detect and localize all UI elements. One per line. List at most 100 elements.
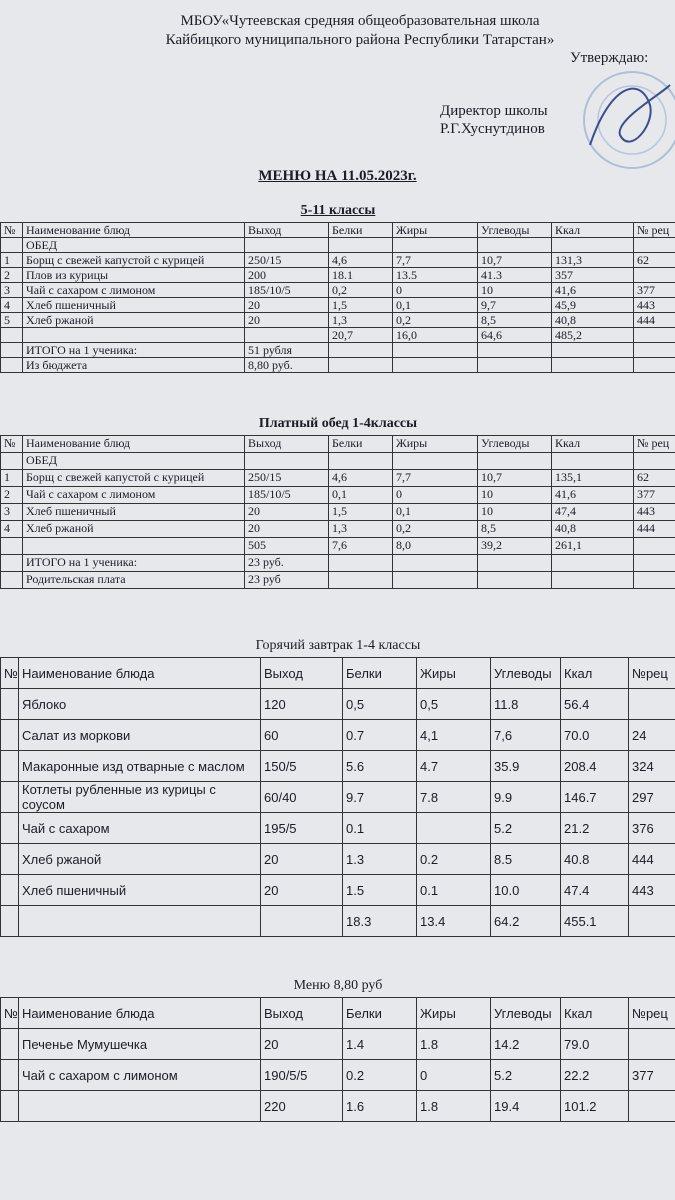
cell: 47.4 xyxy=(560,874,629,906)
cell: 377 xyxy=(633,282,675,298)
cell: 1,5 xyxy=(328,297,393,313)
cell xyxy=(328,554,393,572)
stamp xyxy=(583,71,675,169)
cell xyxy=(244,452,329,470)
cell: 11.8 xyxy=(490,688,561,720)
cell: 377 xyxy=(628,1059,675,1091)
cell xyxy=(244,327,329,343)
cell: Макаронные изд отварные с маслом xyxy=(18,750,261,782)
cell xyxy=(328,357,393,373)
cell: 250/15 xyxy=(244,252,329,268)
cell: 505 xyxy=(244,537,329,555)
cell xyxy=(551,342,634,358)
director: Директор школы xyxy=(440,103,548,119)
cell xyxy=(0,688,19,720)
column-header: Ккал xyxy=(551,222,634,238)
column-header: Углеводы xyxy=(490,657,561,689)
cell: Хлеб ржаной xyxy=(22,312,245,328)
cell: 185/10/5 xyxy=(244,282,329,298)
cell: 9.7 xyxy=(342,781,417,813)
cell xyxy=(260,905,343,937)
cell xyxy=(0,452,23,470)
cell xyxy=(551,357,634,373)
cell: 5.6 xyxy=(342,750,417,782)
cell: 8,5 xyxy=(477,520,552,538)
header-row: № Наименование блюд Выход Белки Жиры Углеводы… xyxy=(0,222,675,238)
section: Меню 8,80 руб № Наименование блюда Выход Бел… xyxy=(0,975,675,1122)
cell xyxy=(22,327,245,343)
cell xyxy=(392,554,478,572)
cell xyxy=(477,357,552,373)
cell xyxy=(633,571,675,589)
cell: 357 xyxy=(551,267,634,283)
cell: 51 рубля xyxy=(244,342,329,358)
cell: 250/15 xyxy=(244,469,329,487)
cell: 443 xyxy=(633,503,675,521)
cell: 41.3 xyxy=(477,267,552,283)
cell: 1.6 xyxy=(342,1090,417,1122)
caption: 5-11 классы xyxy=(300,203,376,218)
column-header: Жиры xyxy=(392,222,478,238)
org-line: Кайбицкого муниципального района Республ… xyxy=(165,32,555,48)
cell: ИТОГО на 1 ученика: xyxy=(22,342,245,358)
cell xyxy=(0,1090,19,1122)
column-header: № xyxy=(0,657,19,689)
table-row: 2 Чай с сахаром с лимоном 185/10/5 0,1 0 10 41… xyxy=(0,486,675,504)
cell: 4,6 xyxy=(328,469,393,487)
cell: 39,2 xyxy=(477,537,552,555)
column-header: Ккал xyxy=(560,997,629,1029)
cell: 4 xyxy=(0,297,23,313)
cell xyxy=(477,571,552,589)
section: Платный обед 1-4классы № Наименование блюд… xyxy=(0,413,675,589)
cell: 22.2 xyxy=(560,1059,629,1091)
cell: Котлеты рубленные из курицы с соусом xyxy=(18,781,261,813)
table-row: Родительская плата 23 руб xyxy=(0,571,675,589)
cell: Яблоко xyxy=(18,688,261,720)
column-header: Жиры xyxy=(416,997,491,1029)
cell: 62 xyxy=(633,252,675,268)
cell: 120 xyxy=(260,688,343,720)
table-row: 220 1.6 1.8 19.4 101.2 xyxy=(0,1090,675,1122)
cell: Родительская плата xyxy=(22,571,245,589)
table-row: 1 Борщ с свежей капустой с курицей 250/15 4… xyxy=(0,469,675,487)
table-row: Яблоко 120 0,5 0,5 11.8 56.4 xyxy=(0,688,675,720)
cell: 7,6 xyxy=(490,719,561,751)
cell xyxy=(551,554,634,572)
cell: 3 xyxy=(0,282,23,298)
cell: 9.9 xyxy=(490,781,561,813)
table-row: 3 Чай с сахаром с лимоном 185/10/5 0,2 0 10 41… xyxy=(0,282,675,298)
caption: Меню 8,80 руб xyxy=(293,978,383,993)
column-header: № xyxy=(0,997,19,1029)
cell: 0 xyxy=(392,282,478,298)
cell: Хлеб пшеничный xyxy=(18,874,261,906)
caption: Платный обед 1-4классы xyxy=(258,416,418,431)
table-row: 1 Борщ с свежей капустой с курицей 250/15 4… xyxy=(0,252,675,268)
table-row: 18.3 13.4 64.2 455.1 xyxy=(0,905,675,937)
column-header: Белки xyxy=(328,435,393,453)
column-header: Выход xyxy=(260,997,343,1029)
cell xyxy=(0,719,19,751)
cell: 8.5 xyxy=(490,843,561,875)
cell: 10.0 xyxy=(490,874,561,906)
cell xyxy=(628,1028,675,1060)
cell xyxy=(244,237,329,253)
cell: 0.1 xyxy=(342,812,417,844)
director-name: Р.Г.Хуснутдинов xyxy=(440,121,545,137)
cell xyxy=(0,571,23,589)
table-row: Печенье Мумушечка 20 1.4 1.8 14.2 79.0 xyxy=(0,1028,675,1060)
cell: 20 xyxy=(260,1028,343,1060)
cell: 185/10/5 xyxy=(244,486,329,504)
column-header: Наименование блюд xyxy=(22,222,245,238)
cell xyxy=(633,357,675,373)
cell xyxy=(0,750,19,782)
cell xyxy=(0,874,19,906)
cell xyxy=(416,812,491,844)
cell xyxy=(328,342,393,358)
table-row: Котлеты рубленные из курицы с соусом 60/4… xyxy=(0,781,675,813)
cell: 443 xyxy=(628,874,675,906)
cell: 0,1 xyxy=(328,486,393,504)
cell: 5.2 xyxy=(490,1059,561,1091)
table-row: 505 7,6 8,0 39,2 261,1 xyxy=(0,537,675,555)
cell: 443 xyxy=(633,297,675,313)
